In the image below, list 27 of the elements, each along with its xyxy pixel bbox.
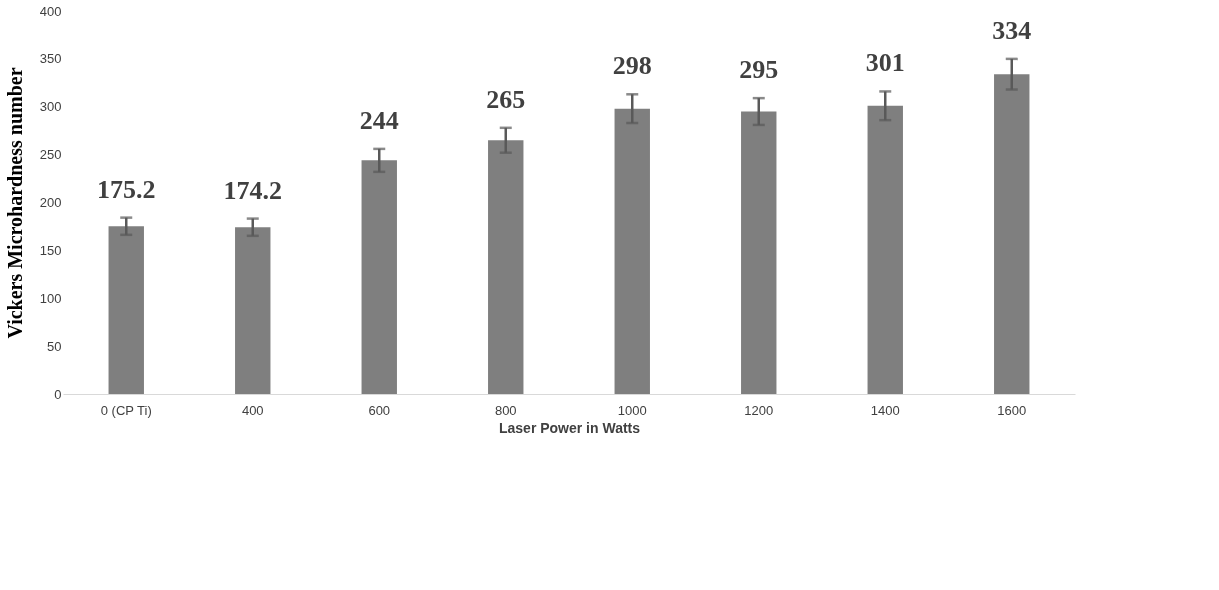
y-tick-label: 200 bbox=[39, 195, 62, 210]
y-tick-label: 0 bbox=[54, 386, 62, 402]
x-tick-label: 600 bbox=[368, 402, 391, 418]
y-axis-title: Vickers Microhardness number bbox=[3, 67, 26, 339]
y-tick-label: 150 bbox=[39, 242, 62, 258]
data-label: 265 bbox=[486, 84, 526, 114]
data-label: 244 bbox=[359, 105, 399, 135]
y-tick-label: 250 bbox=[39, 147, 62, 163]
x-tick-label: 1600 bbox=[997, 402, 1027, 418]
data-label: 295 bbox=[739, 55, 779, 85]
data-label: 175.2 bbox=[97, 174, 156, 204]
y-tick-label: 400 bbox=[39, 3, 62, 19]
x-tick-label: 800 bbox=[494, 402, 517, 418]
y-tick-label: 100 bbox=[39, 290, 62, 306]
y-tick-label: 300 bbox=[39, 99, 62, 115]
data-label: 174.2 bbox=[223, 175, 282, 205]
x-tick-label: 0 (CP Ti) bbox=[100, 402, 152, 418]
x-tick-label: 400 bbox=[241, 402, 264, 418]
x-tick-label: 1000 bbox=[617, 402, 647, 418]
data-label: 301 bbox=[865, 48, 905, 78]
y-tick-label: 50 bbox=[47, 338, 62, 354]
x-axis-title: Laser Power in Watts bbox=[498, 419, 641, 436]
y-tick-label: 350 bbox=[39, 51, 62, 67]
x-tick-label: 1400 bbox=[870, 402, 900, 418]
data-label: 334 bbox=[992, 15, 1032, 45]
x-tick-label: 1200 bbox=[744, 402, 774, 418]
data-label: 298 bbox=[612, 51, 652, 81]
